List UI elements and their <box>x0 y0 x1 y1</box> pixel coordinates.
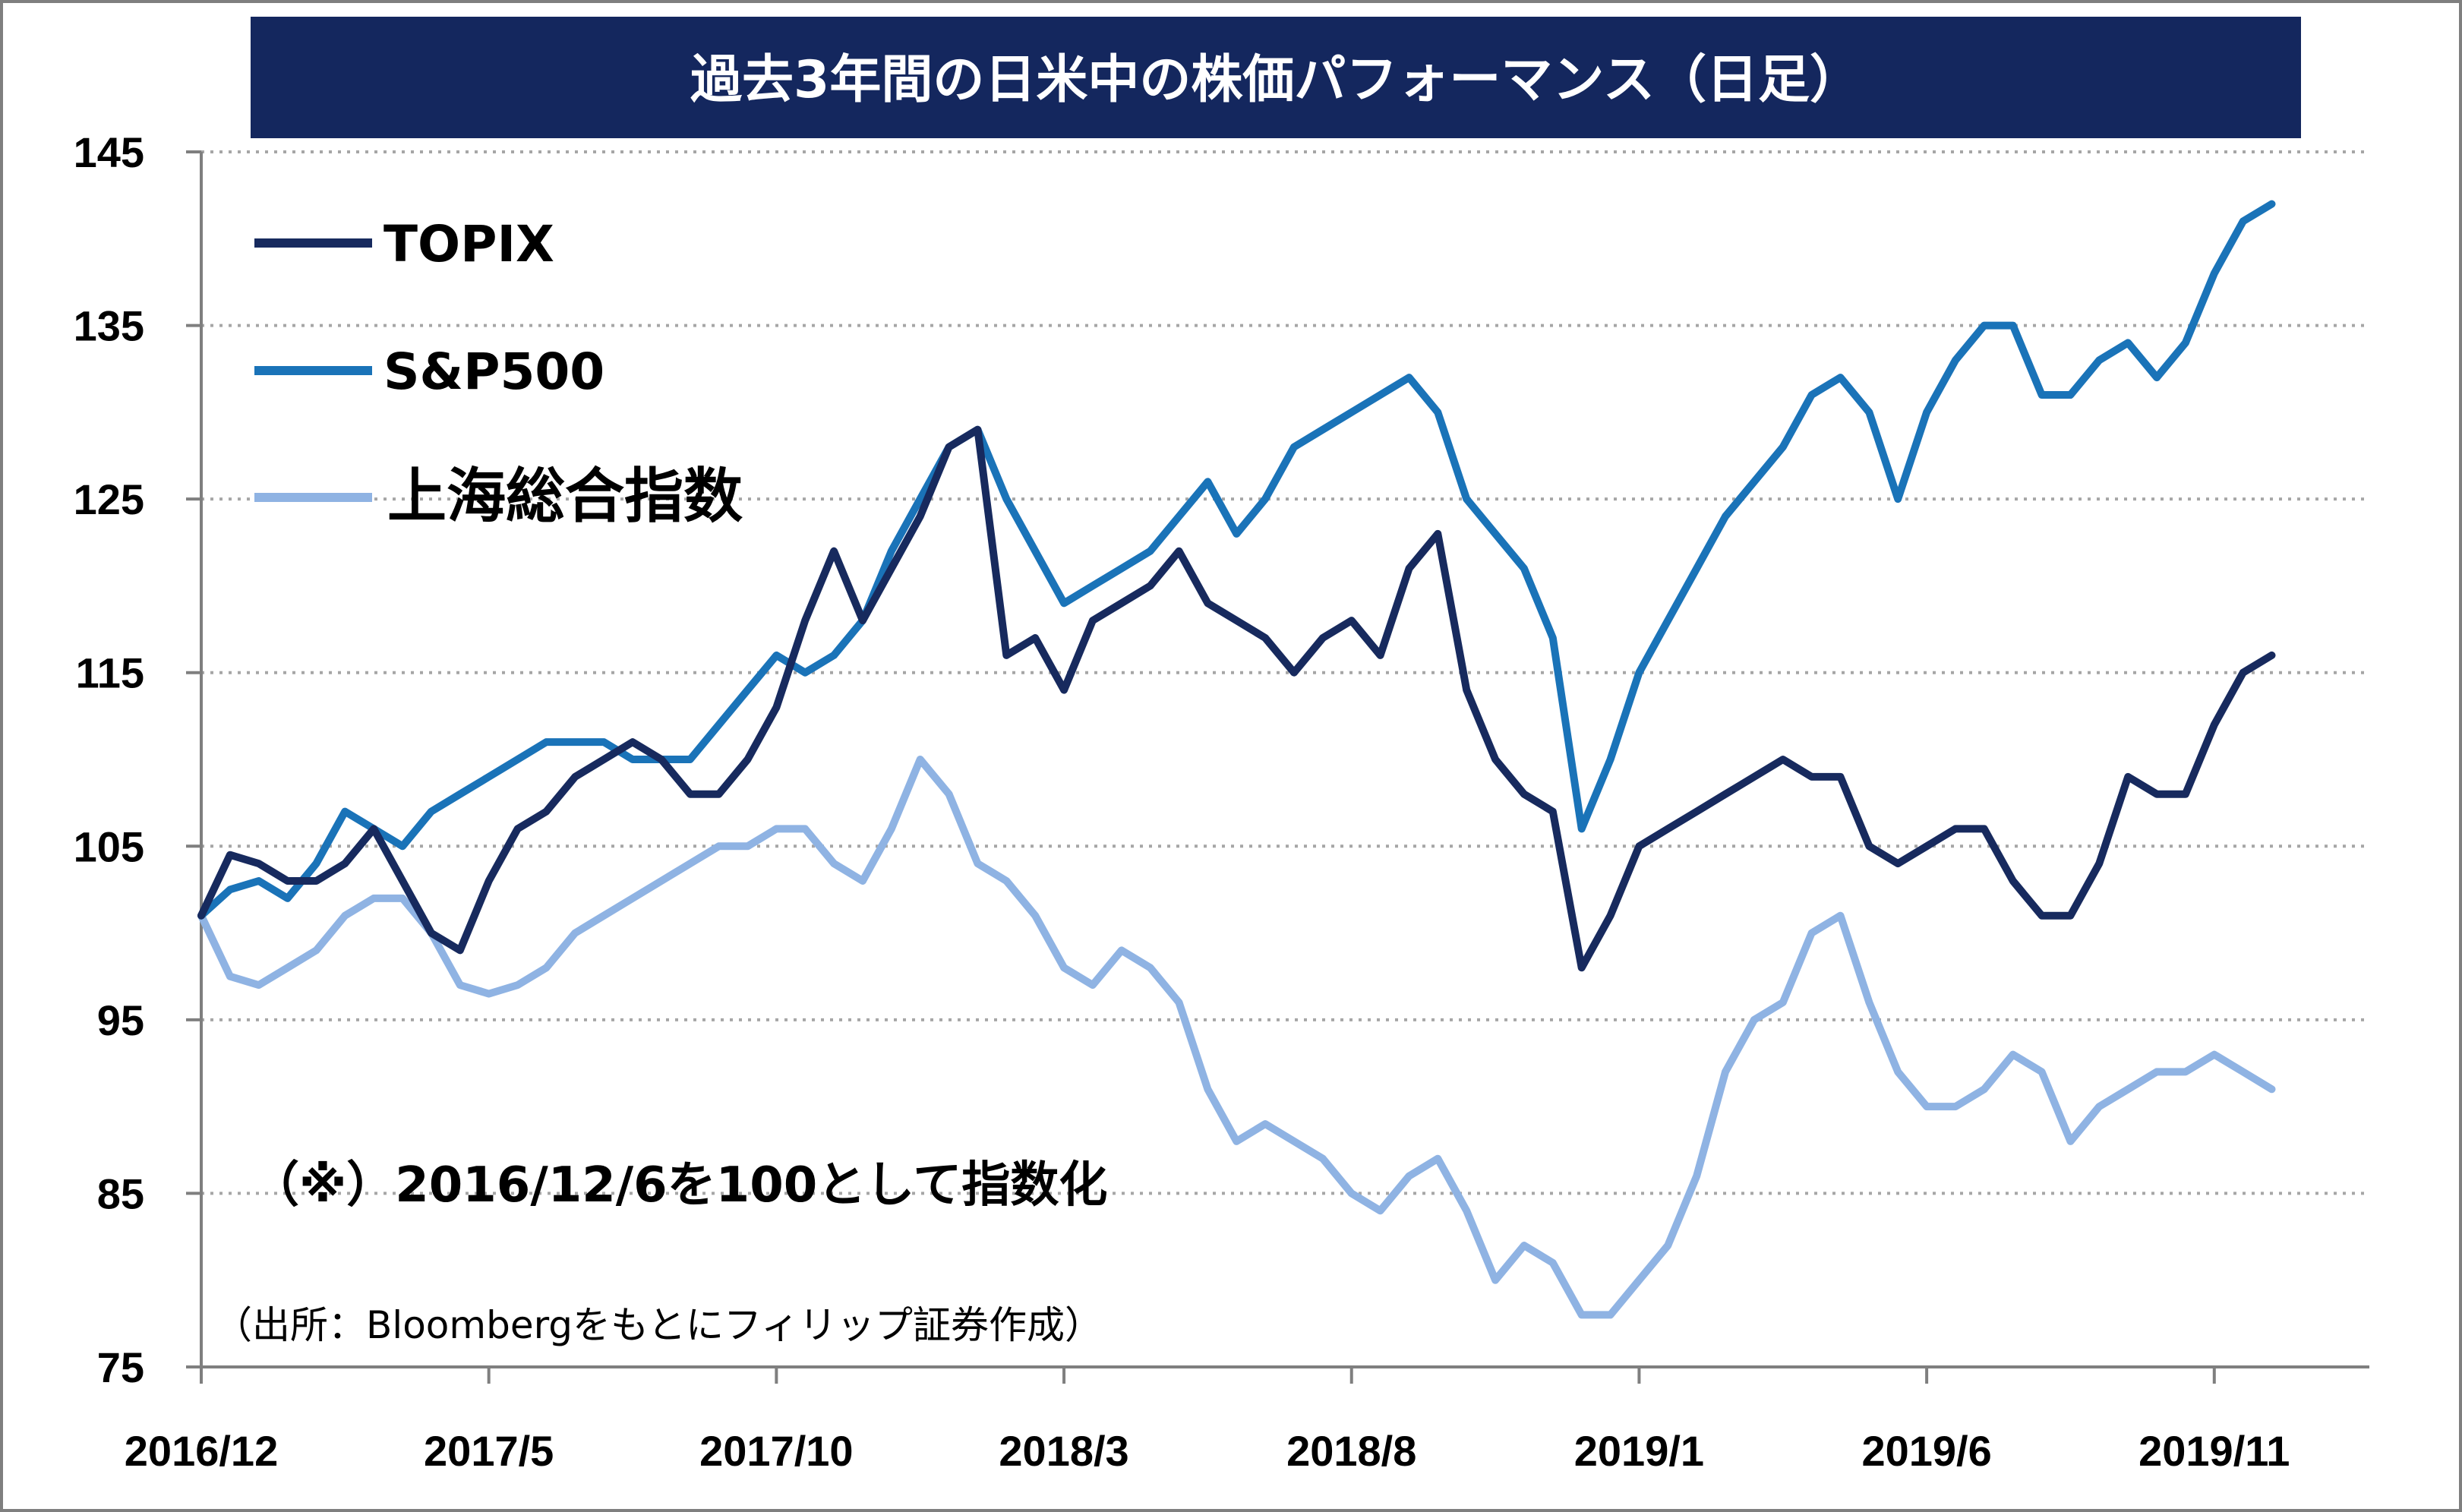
legend-label-sp500: S&P500 <box>384 342 604 401</box>
y-tick-label: 105 <box>74 822 144 870</box>
axes: 145 135 125 115 105 95 85 75 2016/12 2017/5 2017/1… <box>74 128 2369 1475</box>
y-tick-label: 125 <box>74 475 144 523</box>
x-tick-label: 2019/11 <box>2138 1427 2290 1475</box>
legend-label-shanghai: 上海総合指数 <box>387 462 743 531</box>
title-banner <box>251 17 2301 138</box>
chart-title: 過去3年間の日米中の株価パフォーマンス（日足） <box>690 50 1861 110</box>
index-note: （※）2016/12/6を100として指数化 <box>251 1157 1107 1214</box>
x-tick-label: 2019/1 <box>1574 1427 1704 1475</box>
legend: TOPIX S&P500 上海総合指数 <box>254 215 743 531</box>
y-tick-label: 115 <box>76 649 144 697</box>
y-tick-label: 75 <box>97 1343 144 1391</box>
x-tick-label: 2016/12 <box>125 1427 278 1475</box>
x-tick-label: 2018/3 <box>999 1427 1128 1475</box>
series-line-shanghai <box>197 756 2276 1319</box>
y-tick-label: 85 <box>97 1170 144 1217</box>
y-tick-label: 95 <box>97 996 144 1044</box>
x-tick-label: 2017/5 <box>424 1427 554 1475</box>
y-tick-label: 145 <box>74 128 144 176</box>
x-tick-label: 2019/6 <box>1861 1427 1991 1475</box>
series-lines <box>197 200 2276 1319</box>
series-line-sp500 <box>197 200 2276 920</box>
x-tick-label: 2017/10 <box>699 1427 853 1475</box>
legend-label-topix: TOPIX <box>384 215 554 273</box>
y-tick-label: 135 <box>74 302 144 350</box>
x-tick-label: 2018/8 <box>1286 1427 1416 1475</box>
series-line-topix <box>197 425 2276 972</box>
source-note: （出所：Bloombergをもとにフィリップ証券作成） <box>214 1303 1103 1347</box>
